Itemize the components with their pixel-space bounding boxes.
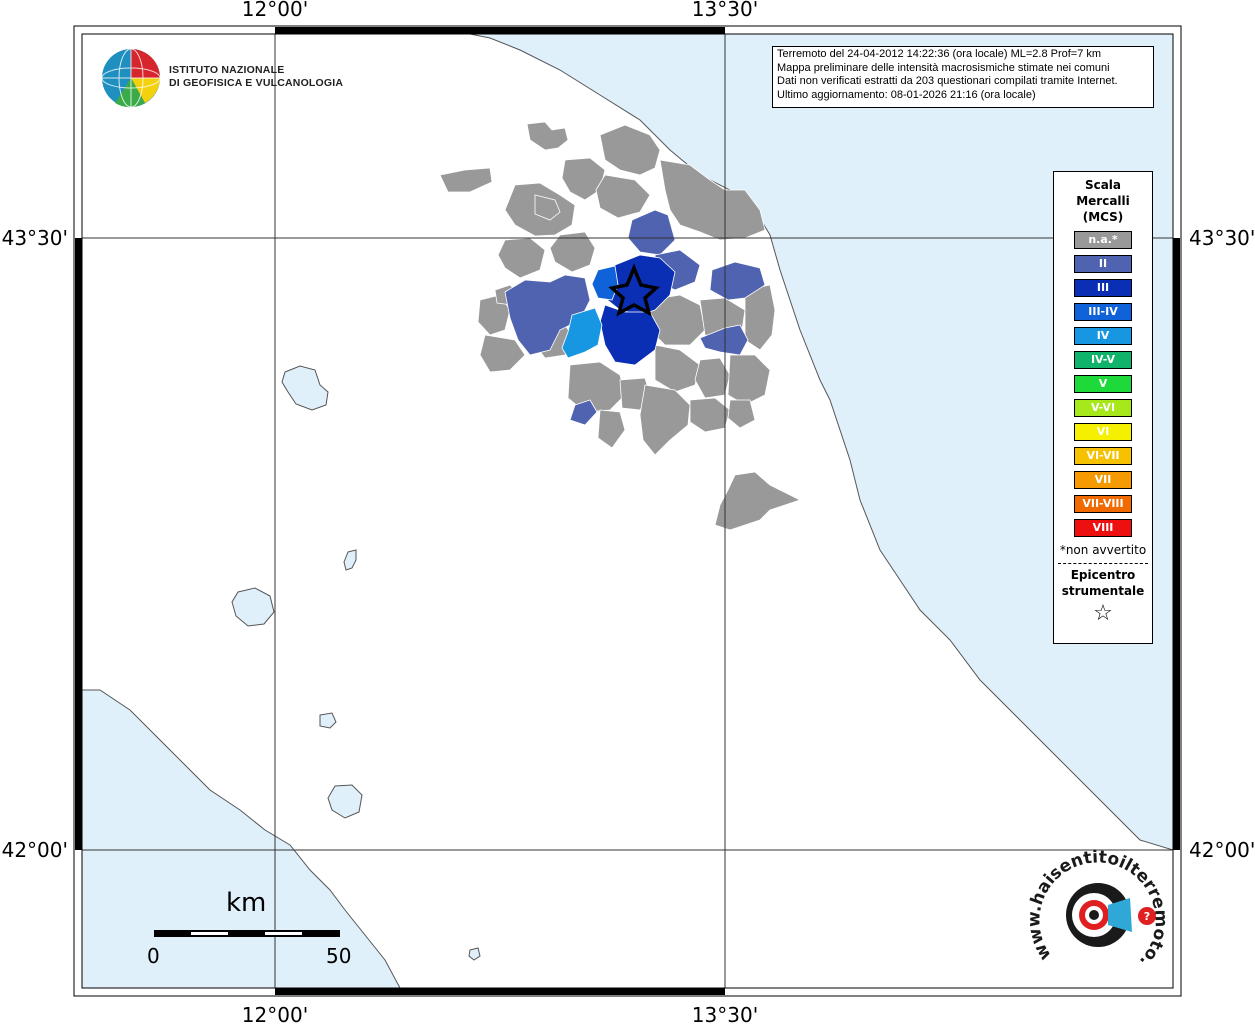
legend-item: VI	[1074, 423, 1132, 441]
legend-item: V-VI	[1074, 399, 1132, 417]
legend-epicenter-line-2: strumentale	[1061, 584, 1145, 598]
event-info-line-3: Dati non verificati estratti da 203 ques…	[777, 75, 1118, 87]
lake-small-2	[468, 947, 481, 961]
legend-item: VIII	[1074, 519, 1132, 537]
municipalities-intensity-III-IV	[591, 265, 619, 301]
lon-label-bottom-1: 12°00'	[242, 1003, 308, 1024]
legend-item: n.a.*	[1074, 231, 1132, 249]
legend-title-line-3: (MCS)	[1082, 210, 1124, 224]
graticule	[82, 34, 1173, 988]
legend-item: II	[1074, 255, 1132, 273]
lake-bracciano	[327, 784, 363, 819]
legend-epicenter-line-1: Epicentro	[1070, 568, 1136, 582]
legend-item: IV	[1074, 327, 1132, 345]
event-info-box: Terremoto del 24-04-2012 14:22:36 (ora l…	[772, 46, 1154, 108]
scale-unit-label: km	[226, 888, 267, 918]
legend-item: VII-VIII	[1074, 495, 1132, 513]
ingv-line-1: ISTITUTO NAZIONALE	[169, 64, 285, 76]
lon-label-top-1: 12°00'	[242, 0, 308, 21]
svg-text:?: ?	[1144, 910, 1150, 923]
lake-vico	[319, 712, 337, 729]
legend-epicenter-label: Epicentro strumentale	[1054, 567, 1152, 599]
municipalities-not-felt	[439, 121, 802, 531]
legend-item: V	[1074, 375, 1132, 393]
scale-start-label: 0	[147, 944, 160, 968]
municipalities-intensity-II	[504, 209, 766, 426]
ingv-logo-text: ISTITUTO NAZIONALE DI GEOFISICA E VULCAN…	[169, 64, 343, 90]
scale-bar	[154, 930, 340, 937]
event-info-line-4: Ultimo aggiornamento: 08-01-2026 21:16 (…	[777, 88, 1036, 101]
tyrrhenian-sea	[82, 689, 401, 988]
lake-small	[343, 549, 357, 571]
legend-title: Scala Mercalli (MCS)	[1054, 177, 1152, 225]
legend-item: IV-V	[1074, 351, 1132, 369]
legend-separator	[1058, 563, 1148, 564]
event-info-line-2: Mappa preliminare delle intensità macros…	[777, 61, 1110, 74]
municipalities-intensity-IV	[561, 307, 603, 359]
lon-label-bottom-2: 13°30'	[692, 1003, 758, 1024]
legend-item: VI-VII	[1074, 447, 1132, 465]
lake-bolsena	[231, 587, 275, 627]
legend-note: *non avvertito	[1059, 543, 1147, 557]
ingv-logo-icon	[101, 48, 161, 108]
epicenter-star-icon	[608, 263, 660, 317]
legend-title-line-2: Mercalli	[1076, 194, 1130, 208]
legend-item: VII	[1074, 471, 1132, 489]
ingv-line-2: DI GEOFISICA E VULCANOLOGIA	[169, 77, 344, 89]
legend-items: n.a.* II III III-IV IV IV-V V V-VI VI VI-VII VII VI…	[1054, 231, 1152, 537]
lake-trasimeno	[281, 365, 329, 411]
legend-star-icon: ☆	[1093, 601, 1113, 626]
legend-title-line-1: Scala	[1084, 178, 1122, 192]
lat-label-left-2: 42°00'	[2, 838, 68, 862]
event-info-line-1: Terremoto del 24-04-2012 14:22:36 (ora l…	[777, 48, 1102, 60]
legend-item: III	[1074, 279, 1132, 297]
scale-end-label: 50	[326, 944, 352, 968]
map-area	[82, 34, 1173, 988]
legend-item: III-IV	[1074, 303, 1132, 321]
map-frame	[73, 25, 1182, 997]
lat-label-left-1: 43°30'	[2, 226, 68, 250]
lon-label-top-2: 13°30'	[692, 0, 758, 21]
lat-label-right-1: 43°30'	[1189, 226, 1255, 250]
intensity-legend: Scala Mercalli (MCS) n.a.* II III III-IV IV I…	[1053, 171, 1153, 644]
lat-label-right-2: 42°00'	[1189, 838, 1255, 862]
